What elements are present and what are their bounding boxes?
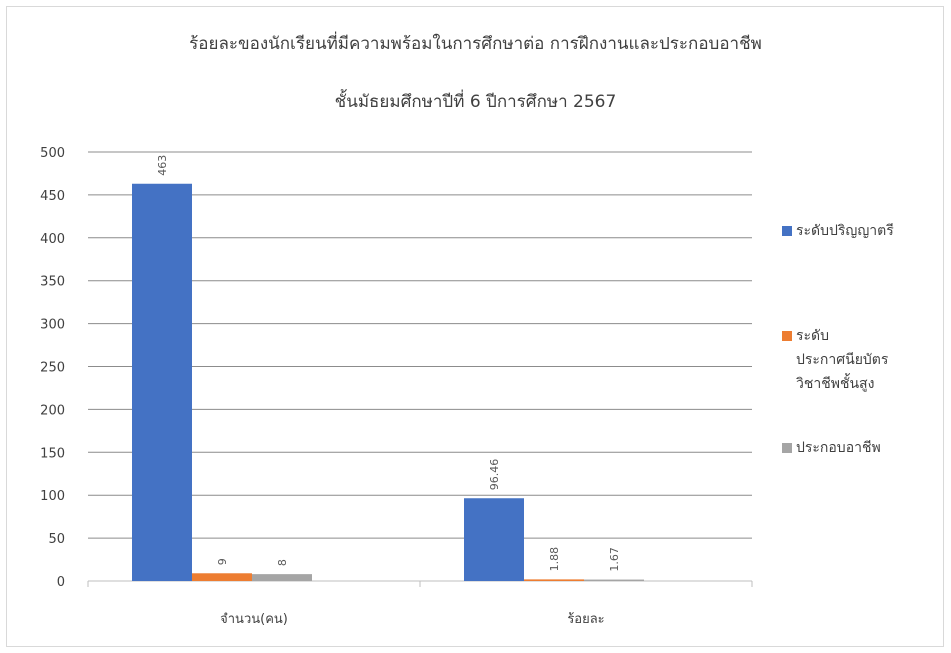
y-tick-label: 500 [40, 146, 65, 161]
data-label: 463 [156, 155, 169, 176]
y-tick-label: 350 [40, 275, 65, 290]
y-tick-label: 250 [40, 361, 65, 376]
bar [252, 574, 312, 581]
x-category-label: จำนวน(คน) [220, 612, 288, 627]
bar [192, 573, 252, 581]
legend-swatch [782, 443, 792, 453]
bar [464, 498, 524, 581]
y-tick-label: 400 [40, 232, 65, 247]
y-tick-label: 0 [57, 575, 65, 590]
x-category-label: ร้อยละ [567, 612, 604, 627]
legend-swatch [782, 226, 792, 236]
bar [524, 579, 584, 581]
bar [584, 579, 644, 581]
chart-title: ร้อยละของนักเรียนที่มีความพร้อมในการศึกษ… [189, 34, 762, 54]
y-tick-label: 50 [48, 532, 65, 547]
y-tick-label: 450 [40, 189, 65, 204]
data-label: 1.88 [548, 547, 561, 572]
legend-label: ประกอบอาชีพ [796, 440, 881, 456]
data-label: 96.46 [488, 459, 501, 491]
y-tick-label: 300 [40, 318, 65, 333]
legend-item-occupation: ประกอบอาชีพ [782, 436, 941, 460]
legend-item-diploma: ระดับประกาศนียบัตรวิชาชีพชั้นสูง [782, 324, 906, 396]
legend-swatch [782, 331, 792, 341]
legend-label: ระดับปริญญาตรี [796, 223, 894, 239]
data-label: 8 [276, 559, 289, 566]
bar [132, 183, 192, 581]
y-tick-label: 200 [40, 403, 65, 418]
data-label: 1.67 [608, 547, 621, 572]
chart-subtitle: ชั้นมัธยมศึกษาปีที่ 6 ปีการศึกษา 2567 [334, 92, 617, 112]
data-label: 9 [216, 558, 229, 565]
legend-item-bachelor: ระดับปริญญาตรี [782, 219, 941, 243]
y-tick-label: 100 [40, 489, 65, 504]
legend-label: ระดับประกาศนียบัตรวิชาชีพชั้นสูง [796, 328, 889, 392]
y-tick-label: 150 [40, 446, 65, 461]
